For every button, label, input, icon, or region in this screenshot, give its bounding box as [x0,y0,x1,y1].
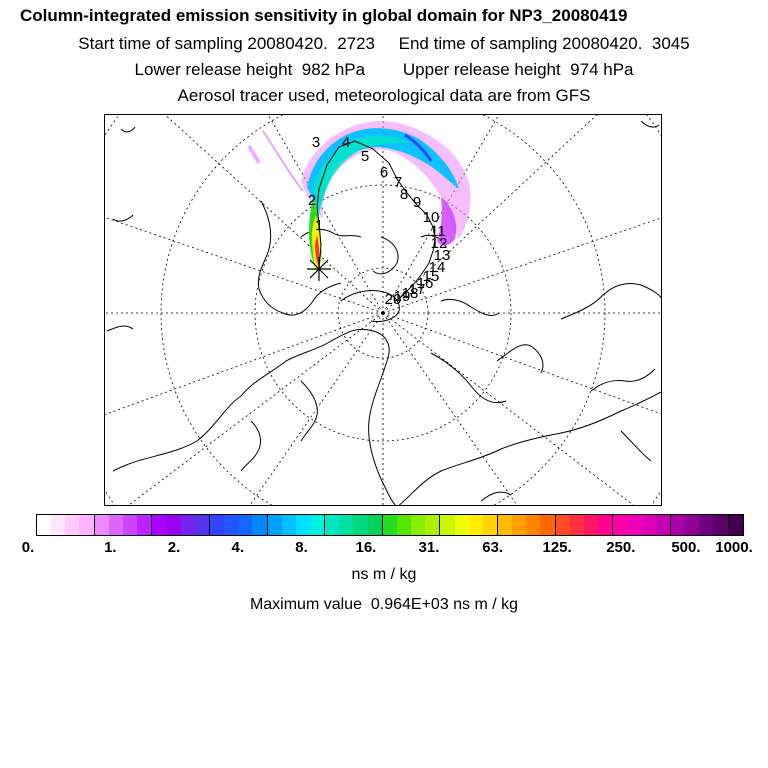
sampling-time-line: Start time of sampling 20080420. 2723 En… [78,34,690,53]
colorbar-swatch [238,515,253,535]
colorbar-swatch [411,515,426,535]
colorbar-swatch [65,515,80,535]
colorbar-swatch [685,515,700,535]
colorbar [36,514,744,536]
colorbar-swatch [194,515,210,535]
colorbar-swatch [641,515,656,535]
colorbar-swatch [526,515,541,535]
colorbar-swatch [353,515,368,535]
colorbar-swatch [209,515,225,535]
colorbar-swatch [655,515,671,535]
colorbar-swatch [267,515,282,535]
coastlines [106,120,661,505]
trajectory-label: 12 [431,235,448,252]
colorbar-tick-label: 63. [482,539,504,556]
trajectory-label: 20 [385,291,402,308]
colorbar-tick-label: 250. [606,539,636,556]
trajectory-label: 3 [312,134,320,151]
trajectory-path [316,140,436,300]
colorbar-swatch [699,515,714,535]
colorbar-tick-label: 31. [418,539,440,556]
sensitivity-plume [247,120,471,273]
colorbar-swatch [555,515,570,535]
colorbar-swatch [339,515,354,535]
colorbar-swatch [152,515,167,535]
trajectory-label: 7 [394,174,402,191]
trajectory-label: 19 [394,288,411,305]
colorbar-swatch [440,515,455,535]
colorbar-tick-label: 500. [671,539,701,556]
trajectory-label: 5 [361,148,369,165]
colorbar-swatch [540,515,556,535]
colorbar-swatch [425,515,441,535]
trajectory-label: 9 [413,194,421,211]
trajectory-label: 16 [417,275,434,292]
colorbar-swatch [122,515,138,535]
colorbar-swatch [498,515,513,535]
colorbar-tick-label: 1. [104,539,117,556]
trajectory-label: 1 [315,217,323,234]
lat-circle-60 [254,184,512,442]
colorbar-swatch [166,515,181,535]
trajectory-label: 6 [380,164,388,181]
trajectory-label: 2 [308,192,316,209]
colorbar-swatch [382,515,397,535]
colorbar-swatch [180,515,195,535]
trajectory-label: 8 [400,186,408,203]
colorbar-swatch [367,515,383,535]
colorbar-swatch [51,515,66,535]
colorbar-swatch [396,515,412,535]
colorbar-swatch [598,515,614,535]
colorbar-swatch [281,515,296,535]
trajectory-label: 13 [434,247,451,264]
colorbar-swatch [454,515,469,535]
trajectory-label: 10 [423,209,440,226]
colorbar-swatch [728,515,743,535]
colorbar-swatch [309,515,326,535]
colorbar-swatch [613,515,628,535]
colorbar-unit: ns m / kg [351,566,417,583]
colorbar-tick-label: 8. [295,539,308,556]
colorbar-swatch [468,515,483,535]
colorbar-swatch [627,515,642,535]
trajectory-label: 4 [342,134,350,151]
colorbar-swatch [137,515,153,535]
release-point-star [307,257,331,281]
colorbar-swatch [482,515,498,535]
colorbar-swatch [252,515,268,535]
colorbar-swatch [224,515,239,535]
colorbar-swatch [94,515,109,535]
colorbar-tick-label: 125. [542,539,572,556]
colorbar-swatch [108,515,123,535]
colorbar-tick-label: 4. [231,539,245,556]
colorbar-swatch [670,515,686,535]
colorbar-tick-label: 0. [21,539,35,556]
colorbar-swatch [713,515,729,535]
trajectory-label: 18 [402,285,419,302]
colorbar-swatch [79,515,95,535]
colorbar-tick-label: 2. [167,539,181,556]
release-height-line: Lower release height 982 hPa Upper relea… [134,60,634,79]
colorbar-swatch [583,515,599,535]
colorbar-swatch [569,515,584,535]
figure-title: Column-integrated emission sensitivity i… [20,6,628,25]
colorbar-swatch [37,515,52,535]
colorbar-tick-label: 16. [355,539,377,556]
trajectory-label: 11 [430,223,446,240]
trajectory-label: 14 [429,259,446,276]
polar-map: 1 2 3 4 5 6 7 8 9 10 11 12 13 14 15 16 17 18 19 20 [104,114,662,506]
colorbar-tick-label: 1000. [715,539,753,556]
maximum-value-text: Maximum value 0.964E+03 ns m / kg [249,596,519,613]
colorbar-swatch [325,515,340,535]
trajectory-label: 15 [423,268,440,285]
trajectory-label: 17 [409,281,426,298]
colorbar-swatch [295,515,310,535]
tracer-info-line: Aerosol tracer used, meteorological data… [177,86,591,105]
colorbar-swatch [512,515,527,535]
